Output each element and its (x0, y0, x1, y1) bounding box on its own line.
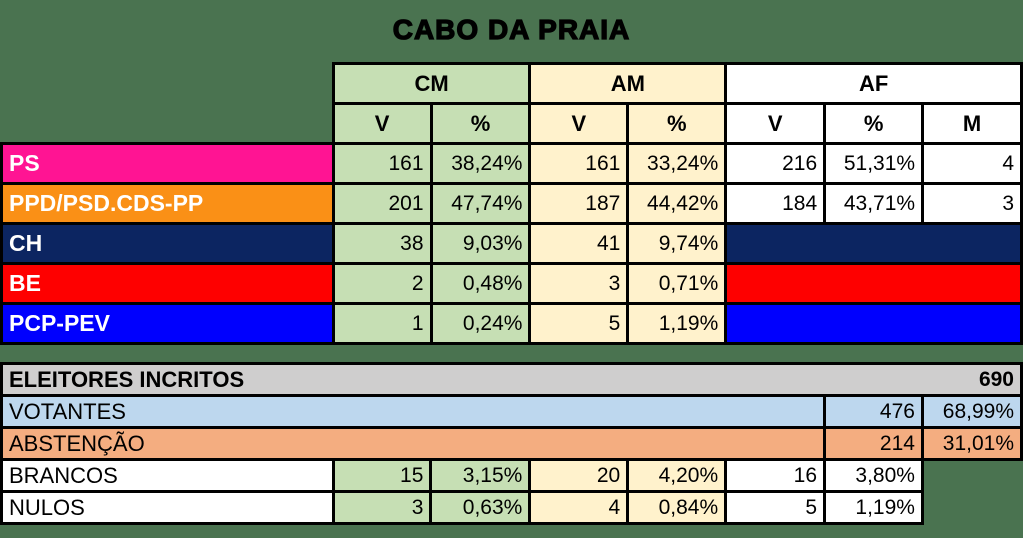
null-votes-label: NULOS (0, 490, 335, 525)
party-row-be: BE 2 0,48% 3 0,71% (0, 262, 1023, 305)
cm-pct-cell: 0,24% (429, 302, 532, 345)
group-header-row: CM AM AF (2, 62, 1023, 105)
af-pct-cell: 1,19% (823, 490, 924, 525)
am-votes-cell: 187 (528, 182, 630, 225)
abstention-pct-cell: 31,01% (920, 426, 1023, 461)
cm-votes-cell: 1 (331, 302, 433, 345)
cm-pct-cell: 0,48% (429, 262, 532, 305)
am-votes-cell: 20 (528, 458, 630, 493)
cm-votes-cell: 38 (331, 222, 433, 265)
am-pct-cell: 0,71% (626, 262, 728, 305)
cm-votes-cell: 201 (331, 182, 433, 225)
af-votes-cell: 216 (724, 142, 827, 185)
blank-votes-row: BRANCOS 15 3,15% 20 4,20% 16 3,80% (0, 458, 1022, 493)
group-header-af: AF (724, 62, 1023, 105)
group-header-cm: CM (331, 62, 532, 105)
subheader-cm-v: V (331, 102, 433, 145)
registered-voters-value: 690 (922, 362, 1023, 397)
voters-pct-cell: 68,99% (920, 394, 1023, 429)
subheader-am-pct: % (626, 102, 728, 145)
am-votes-cell: 4 (528, 490, 630, 525)
cm-pct-cell: 38,24% (429, 142, 532, 185)
results-table: CM AM AF V % V % V % M PS 161 38,24% 161… (0, 62, 1023, 345)
cm-pct-cell: 0,63% (429, 490, 532, 525)
party-row-ch: CH 38 9,03% 41 9,74% (0, 222, 1023, 265)
abstention-count-cell: 214 (823, 426, 924, 461)
am-votes-cell: 5 (528, 302, 630, 345)
am-pct-cell: 9,74% (626, 222, 728, 265)
subheader-cm-pct: % (429, 102, 532, 145)
registered-voters-label: ELEITORES INCRITOS (0, 362, 923, 397)
party-row-pcp-pev: PCP-PEV 1 0,24% 5 1,19% (0, 302, 1023, 345)
af-not-applicable-fill (724, 302, 1023, 345)
registered-voters-row: ELEITORES INCRITOS 690 (0, 362, 1023, 397)
sub-header-row: V % V % V % M (2, 102, 1023, 145)
cm-pct-cell: 47,74% (429, 182, 532, 225)
af-not-applicable-fill (724, 222, 1023, 265)
header-spacer (2, 64, 334, 104)
af-mandates-cell: 4 (921, 142, 1023, 185)
am-pct-cell: 0,84% (626, 490, 728, 525)
subheader-af-pct: % (823, 102, 925, 145)
subheader-af-m: M (921, 102, 1023, 145)
cm-votes-cell: 3 (331, 490, 433, 525)
subheader-am-v: V (528, 102, 630, 145)
cm-pct-cell: 9,03% (429, 222, 532, 265)
page-title: CABO DA PRAIA (392, 13, 631, 45)
af-pct-cell: 51,31% (823, 142, 925, 185)
party-label: BE (0, 262, 335, 305)
abstention-label: ABSTENÇÃO (0, 426, 826, 461)
af-pct-cell: 43,71% (823, 182, 925, 225)
am-pct-cell: 4,20% (626, 458, 728, 493)
party-label: PCP-PEV (0, 302, 335, 345)
subheader-af-v: V (724, 102, 827, 145)
am-votes-cell: 3 (528, 262, 630, 305)
party-label: CH (0, 222, 335, 265)
af-votes-cell: 16 (724, 458, 826, 493)
party-row-ps: PS 161 38,24% 161 33,24% 216 51,31% 4 (0, 142, 1023, 185)
voters-count-cell: 476 (823, 394, 924, 429)
voters-label: VOTANTES (0, 394, 826, 429)
am-pct-cell: 33,24% (626, 142, 728, 185)
blank-votes-label: BRANCOS (0, 458, 335, 493)
voters-row: VOTANTES 476 68,99% (0, 394, 1023, 429)
abstention-row: ABSTENÇÃO 214 31,01% (0, 426, 1023, 461)
header-spacer (2, 104, 334, 144)
cm-votes-cell: 161 (331, 142, 433, 185)
af-pct-cell: 3,80% (823, 458, 924, 493)
group-header-am: AM (528, 62, 728, 105)
am-pct-cell: 44,42% (626, 182, 728, 225)
empty-corner-cell (922, 460, 1021, 492)
party-label: PS (0, 142, 335, 185)
party-row-ppd-psd-cds-pp: PPD/PSD.CDS-PP 201 47,74% 187 44,42% 184… (0, 182, 1023, 225)
summary-table: ELEITORES INCRITOS 690 VOTANTES 476 68,9… (0, 362, 1023, 525)
af-votes-cell: 184 (724, 182, 827, 225)
empty-corner-cell (922, 492, 1021, 524)
am-votes-cell: 161 (528, 142, 630, 185)
af-not-applicable-fill (724, 262, 1023, 305)
cm-pct-cell: 3,15% (429, 458, 532, 493)
party-label: PPD/PSD.CDS-PP (0, 182, 335, 225)
null-votes-row: NULOS 3 0,63% 4 0,84% 5 1,19% (0, 490, 1022, 525)
am-votes-cell: 41 (528, 222, 630, 265)
cm-votes-cell: 15 (331, 458, 433, 493)
af-votes-cell: 5 (724, 490, 826, 525)
am-pct-cell: 1,19% (626, 302, 728, 345)
cm-votes-cell: 2 (331, 262, 433, 305)
af-mandates-cell: 3 (921, 182, 1023, 225)
